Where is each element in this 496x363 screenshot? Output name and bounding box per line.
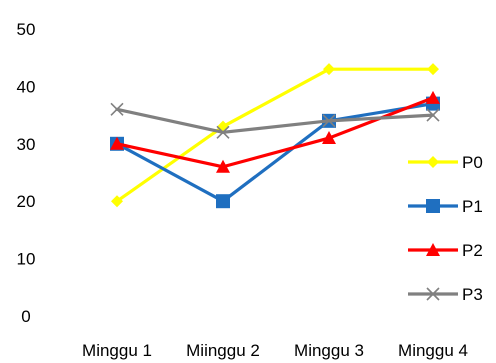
legend-marker <box>427 156 439 168</box>
y-axis-ticks: 0 10 20 30 40 50 <box>17 20 36 326</box>
x-axis-ticks: Minggu 1 Miinggu 2 Minggu 3 Minggu 4 <box>82 341 468 360</box>
data-point <box>110 136 124 150</box>
y-tick-label: 10 <box>17 250 36 269</box>
legend-item-p2: P2 <box>408 241 483 260</box>
legend-label: P1 <box>462 197 483 216</box>
data-point <box>111 195 123 208</box>
data-point <box>110 102 124 116</box>
series-line <box>115 107 435 134</box>
legend-marker <box>426 243 440 256</box>
legend-item-p0: P0 <box>408 153 483 172</box>
data-point <box>216 159 230 173</box>
data-point <box>216 194 230 209</box>
legend-label: P0 <box>462 153 483 172</box>
legend-marker <box>426 199 440 213</box>
legend-label: P2 <box>462 241 483 260</box>
x-tick-label: Miinggu 2 <box>186 341 260 360</box>
data-point <box>216 125 230 139</box>
series-p0 <box>111 63 439 208</box>
x-tick-label: Minggu 4 <box>398 341 468 360</box>
series-layer <box>110 63 440 209</box>
series-line <box>115 102 435 203</box>
data-point <box>322 131 336 145</box>
x-tick-label: Minggu 1 <box>82 341 152 360</box>
data-point <box>426 90 440 104</box>
x-tick-label: Minggu 3 <box>294 341 364 360</box>
data-point <box>426 108 440 122</box>
legend: P0 P1 P2 P3 <box>408 153 483 304</box>
y-tick-label: 0 <box>21 307 30 326</box>
data-point <box>323 63 335 76</box>
y-tick-label: 30 <box>17 135 36 154</box>
series-line <box>115 67 435 203</box>
legend-item-p1: P1 <box>408 197 483 216</box>
data-point <box>322 114 336 128</box>
legend-label: P3 <box>462 285 483 304</box>
y-tick-label: 50 <box>17 20 36 39</box>
data-point <box>427 63 439 76</box>
y-tick-label: 40 <box>17 77 36 96</box>
legend-marker <box>426 287 440 301</box>
legend-item-p3: P3 <box>408 285 483 304</box>
series-line <box>115 96 435 169</box>
y-tick-label: 20 <box>17 192 36 211</box>
series-p3 <box>110 102 440 139</box>
